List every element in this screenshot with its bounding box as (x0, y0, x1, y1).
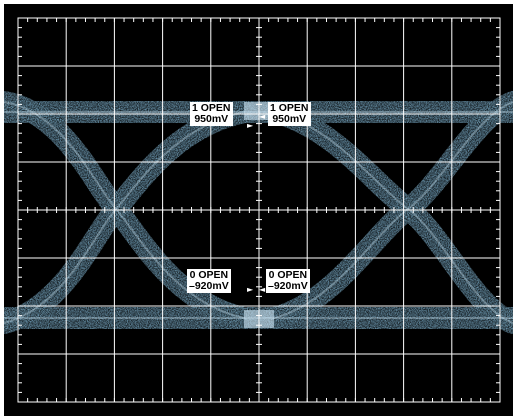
readout-bottom-left-value: –920mV (189, 280, 229, 292)
readout-top-left-label: 1 OPEN (192, 102, 231, 114)
arrow-left-icon: ◄ (259, 112, 266, 121)
readout-top-right: 1 OPEN 950mV (268, 102, 311, 126)
readout-bottom-right: 0 OPEN –920mV (266, 269, 310, 293)
readout-top-left: 1 OPEN 950mV (190, 102, 233, 126)
scope-screen: 1 OPEN 950mV ► 1 OPEN 950mV ◄ 0 OPEN –92… (4, 4, 513, 416)
eye-transition (4, 101, 255, 334)
readout-bottom-right-label: 0 OPEN (268, 269, 308, 281)
arrow-right-icon: ► (247, 121, 254, 130)
readout-bottom-left-label: 0 OPEN (189, 269, 229, 281)
eye-transition (263, 91, 513, 329)
graticule (17, 17, 501, 403)
arrow-right-icon: ► (247, 285, 254, 294)
eye-transition-core (273, 111, 513, 324)
eye-transition-core (273, 101, 513, 319)
readout-bottom-right-value: –920mV (268, 280, 308, 292)
oscilloscope-display: 1 OPEN 950mV ► 1 OPEN 950mV ◄ 0 OPEN –92… (4, 4, 513, 416)
eye-traces (4, 91, 513, 334)
readout-top-right-value: 950mV (272, 113, 307, 125)
arrow-left-icon: ◄ (259, 285, 266, 294)
readout-bottom-left: 0 OPEN –920mV (187, 269, 231, 293)
readout-top-right-label: 1 OPEN (270, 102, 309, 114)
eye-transition-core (4, 111, 245, 324)
eye-diagram (4, 17, 513, 403)
readout-top-left-value: 950mV (194, 113, 229, 125)
